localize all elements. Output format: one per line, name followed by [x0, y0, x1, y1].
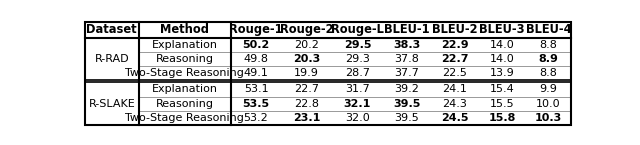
Text: 13.9: 13.9	[490, 68, 515, 78]
Text: 49.1: 49.1	[244, 68, 268, 78]
Text: 24.5: 24.5	[441, 113, 468, 123]
Text: 53.5: 53.5	[243, 98, 269, 108]
Text: 32.1: 32.1	[344, 98, 371, 108]
Text: BLEU-2: BLEU-2	[431, 23, 477, 36]
Text: 20.2: 20.2	[294, 40, 319, 50]
Text: 14.0: 14.0	[490, 54, 515, 64]
Text: BLEU-1: BLEU-1	[384, 23, 429, 36]
Text: 53.2: 53.2	[244, 113, 268, 123]
Text: 24.1: 24.1	[442, 85, 467, 95]
Text: 22.8: 22.8	[294, 98, 319, 108]
Text: 31.7: 31.7	[345, 85, 370, 95]
Text: 8.8: 8.8	[540, 68, 557, 78]
Text: 22.7: 22.7	[294, 85, 319, 95]
Text: Method: Method	[160, 23, 209, 36]
Text: 19.9: 19.9	[294, 68, 319, 78]
Text: 29.5: 29.5	[344, 40, 371, 50]
Text: 22.5: 22.5	[442, 68, 467, 78]
Text: Rouge-2: Rouge-2	[280, 23, 333, 36]
Text: 23.1: 23.1	[293, 113, 321, 123]
Text: 37.8: 37.8	[394, 54, 419, 64]
Text: Explanation: Explanation	[152, 40, 218, 50]
Text: 9.9: 9.9	[540, 85, 557, 95]
Text: 53.1: 53.1	[244, 85, 268, 95]
Text: BLEU-3: BLEU-3	[479, 23, 525, 36]
Text: 15.8: 15.8	[488, 113, 516, 123]
Text: 38.3: 38.3	[393, 40, 420, 50]
Text: R-SLAKE: R-SLAKE	[88, 98, 135, 108]
Text: 8.9: 8.9	[539, 54, 559, 64]
Text: 22.7: 22.7	[441, 54, 468, 64]
Text: 39.2: 39.2	[394, 85, 419, 95]
Text: Rouge-1: Rouge-1	[229, 23, 283, 36]
Text: 28.7: 28.7	[345, 68, 370, 78]
Text: 14.0: 14.0	[490, 40, 515, 50]
Text: 29.3: 29.3	[345, 54, 370, 64]
Text: Explanation: Explanation	[152, 85, 218, 95]
Text: 10.3: 10.3	[535, 113, 562, 123]
Text: R-RAD: R-RAD	[95, 54, 129, 64]
Text: Reasoning: Reasoning	[156, 98, 214, 108]
Text: 32.0: 32.0	[345, 113, 370, 123]
Text: 15.4: 15.4	[490, 85, 515, 95]
Text: 24.3: 24.3	[442, 98, 467, 108]
Text: 39.5: 39.5	[393, 98, 420, 108]
Text: 22.9: 22.9	[441, 40, 468, 50]
Text: 49.8: 49.8	[244, 54, 269, 64]
Text: 39.5: 39.5	[394, 113, 419, 123]
Text: 50.2: 50.2	[243, 40, 269, 50]
Text: 20.3: 20.3	[293, 54, 321, 64]
Text: BLEU-4: BLEU-4	[526, 23, 572, 36]
Text: Rouge-L: Rouge-L	[331, 23, 384, 36]
Text: 15.5: 15.5	[490, 98, 515, 108]
Text: 10.0: 10.0	[536, 98, 561, 108]
Text: 8.8: 8.8	[540, 40, 557, 50]
Text: Two-Stage Reasoning: Two-Stage Reasoning	[125, 68, 244, 78]
Text: Dataset: Dataset	[86, 23, 137, 36]
Text: Reasoning: Reasoning	[156, 54, 214, 64]
Text: Two-Stage Reasoning: Two-Stage Reasoning	[125, 113, 244, 123]
Text: 37.7: 37.7	[394, 68, 419, 78]
